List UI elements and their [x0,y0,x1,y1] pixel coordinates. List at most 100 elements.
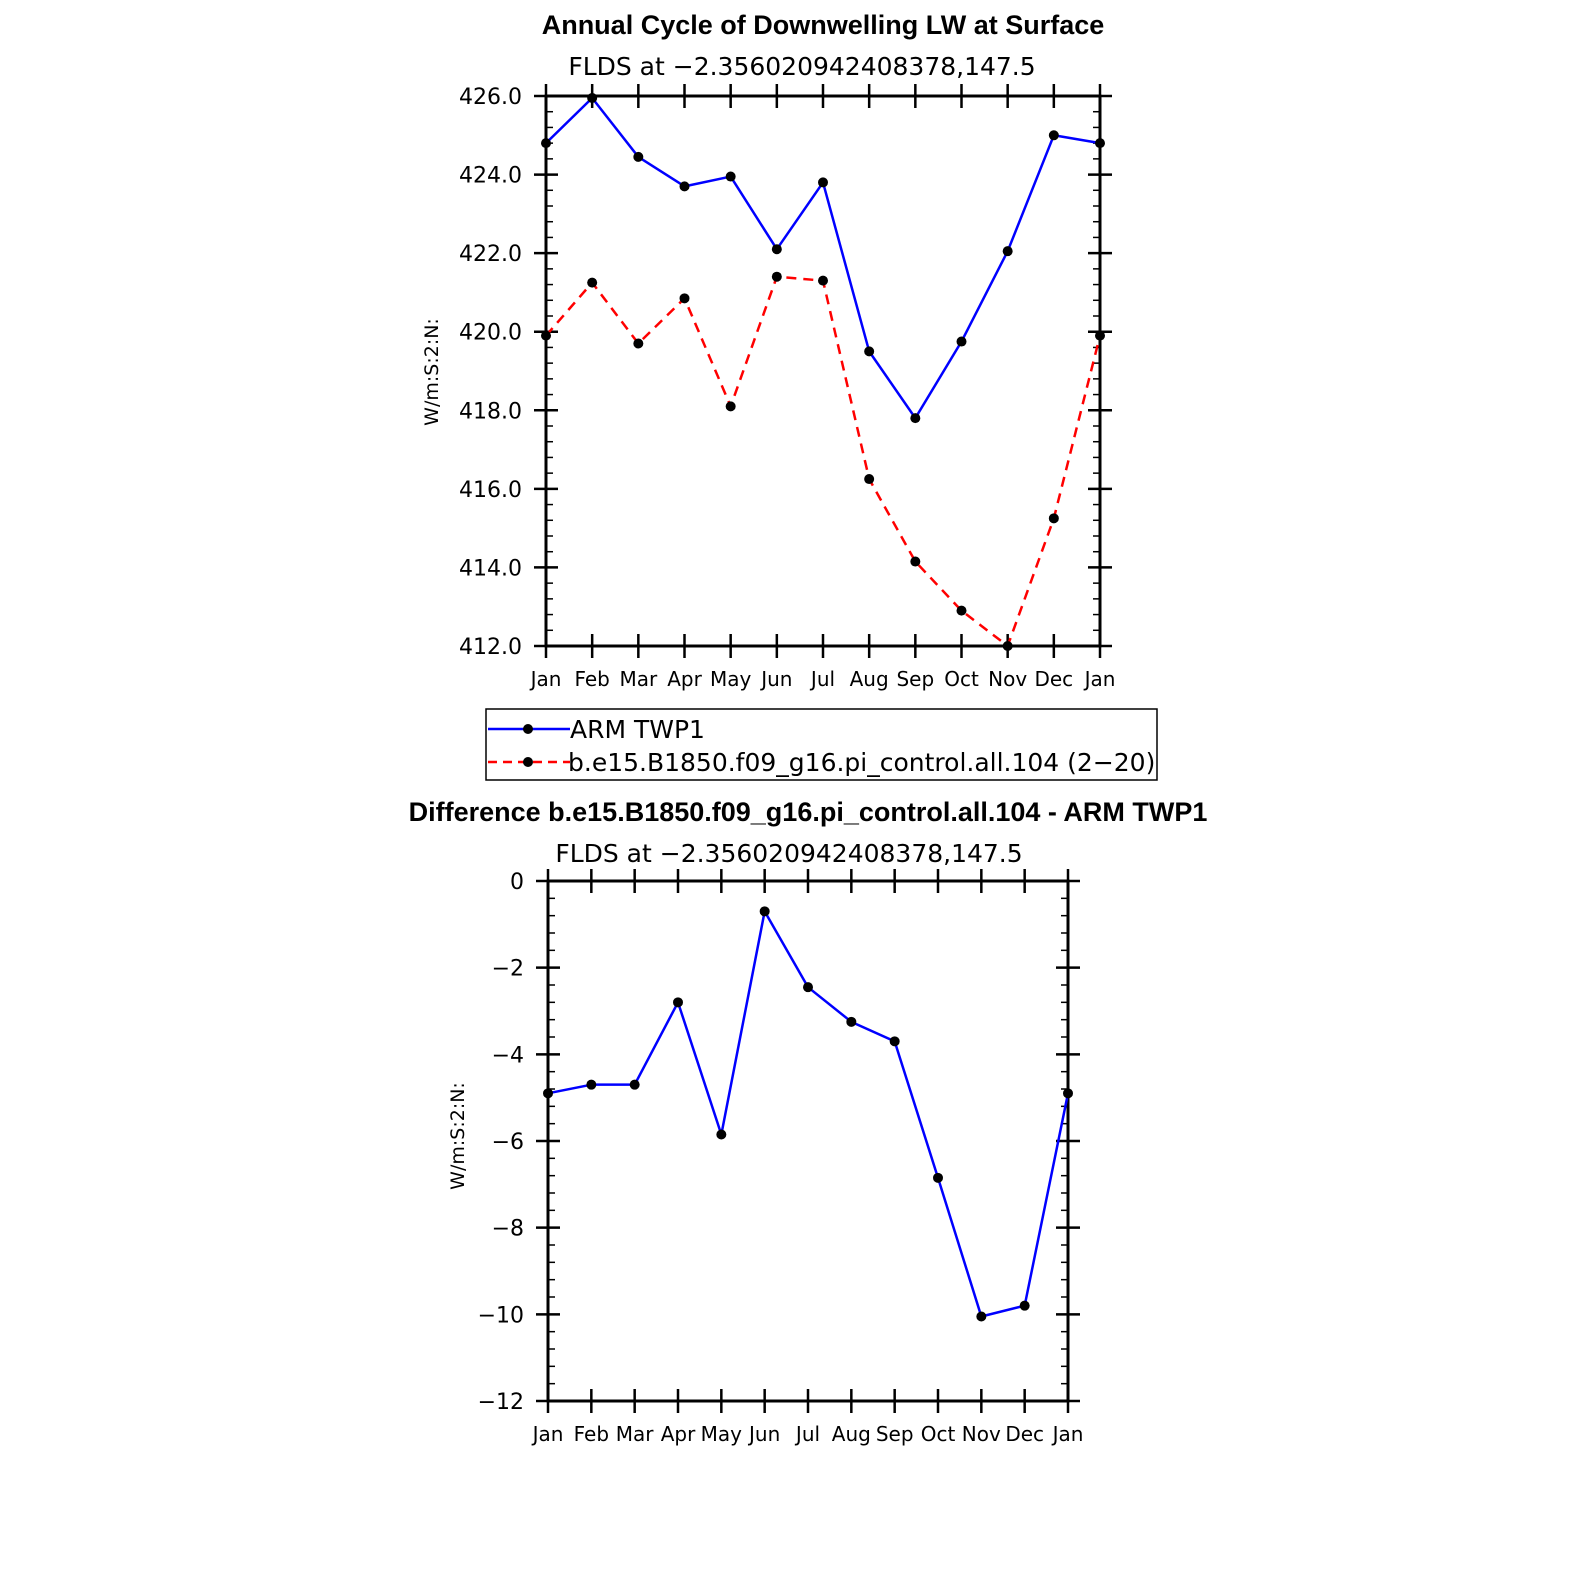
data-point [1019,1300,1030,1311]
x-tick-label: May [701,1422,743,1446]
top-chart: Annual Cycle of Downwelling LW at Surfac… [421,10,1115,691]
legend: ARM TWP1 b.e15.B1850.f09_g16.pi_control.… [485,708,1158,781]
top-chart-ylabel: W/m:S:2:N: [421,318,443,426]
data-point [1002,246,1013,257]
data-point [679,293,690,304]
data-point [629,1079,640,1090]
data-point [673,997,683,1008]
data-point [803,982,813,993]
data-point [864,346,875,357]
data-point [716,1129,727,1140]
x-tick-label: Mar [619,667,658,691]
y-tick-label: −10 [478,1303,524,1328]
y-tick-label: 422.0 [459,242,522,267]
data-point [1095,330,1105,341]
bottom-chart-ylabel: W/m:S:2:N: [447,1082,469,1190]
y-tick-label: 424.0 [459,164,522,189]
data-point [1048,513,1059,524]
y-tick-label: −2 [492,957,524,982]
bottom-chart: Difference b.e15.B1850.f09_g16.pi_contro… [409,797,1208,1446]
x-tick-label: Jul [809,667,835,691]
data-point [1048,130,1059,141]
y-tick-label: −8 [492,1217,524,1242]
y-tick-label: 414.0 [459,556,522,581]
top-chart-axes: 412.0 414.0 416.0 418.0 420.0 422.0 424.0 426.0… [459,84,1115,691]
data-point [587,92,598,103]
bottom-chart-series [543,906,1073,1322]
x-tick-label: Jun [747,1422,780,1446]
data-point [956,605,967,616]
x-tick-label: Sep [896,667,934,691]
bottom-chart-title: Difference b.e15.B1850.f09_g16.pi_contro… [409,797,1208,827]
data-point [864,474,875,485]
data-point [725,401,736,412]
data-point [1063,1088,1073,1099]
data-point [759,906,770,917]
data-point [586,1079,597,1090]
x-tick-label: Sep [876,1422,914,1446]
x-tick-label: Dec [1034,667,1073,691]
data-point [818,275,828,286]
x-tick-label: Jan [531,1422,564,1446]
data-point [771,244,782,255]
series-line-0 [545,96,1101,420]
top-chart-title: Annual Cycle of Downwelling LW at Surfac… [542,10,1105,40]
legend-label-model: b.e15.B1850.f09_g16.pi_control.all.104 (… [568,748,1155,777]
data-point [541,138,551,149]
x-tick-label: Aug [832,1422,871,1446]
x-tick-label: Jan [529,667,562,691]
top-chart-series [541,92,1105,651]
series-line-0 [547,910,1070,1318]
bottom-chart-axes: −12 −10 −8 −6 −4 −2 0 Jan Feb Mar Apr May Jun Jul Aug S… [478,869,1084,1446]
data-point [818,177,828,188]
bottom-chart-subtitle: FLDS at −2.356020942408378,147.5 [555,839,1022,868]
data-point [543,1088,553,1099]
series-line-1 [545,275,1102,648]
y-tick-label: 412.0 [459,635,522,660]
top-chart-subtitle: FLDS at −2.356020942408378,147.5 [568,52,1035,81]
data-point [633,151,644,162]
x-tick-label: Nov [962,1422,1001,1446]
data-point [1002,641,1013,651]
x-tick-label: Apr [661,1422,696,1446]
y-tick-label: 418.0 [459,399,522,424]
x-tick-label: Dec [1005,1422,1044,1446]
data-point [846,1016,857,1027]
legend-marker-arm [523,724,533,734]
data-point [541,330,551,341]
plot-frame [546,879,1070,1403]
y-tick-label: 426.0 [459,85,522,110]
y-tick-label: 420.0 [459,321,522,346]
x-tick-label: Mar [616,1422,655,1446]
x-tick-label: Jul [794,1422,820,1446]
y-tick-label: 0 [510,870,524,895]
data-point [587,277,598,288]
data-point [679,181,690,192]
data-point [889,1036,900,1047]
data-point [933,1172,943,1183]
x-tick-label: Jun [759,667,792,691]
x-tick-label: May [710,667,752,691]
legend-box [485,708,1158,781]
data-point [910,556,921,567]
data-point [725,171,736,182]
y-tick-label: −6 [492,1130,524,1155]
y-tick-label: −12 [478,1390,524,1415]
data-point [1095,138,1105,149]
y-tick-label: 416.0 [459,478,522,503]
legend-label-arm: ARM TWP1 [570,715,705,744]
data-point [910,413,921,424]
legend-marker-model [523,757,533,767]
y-tick-label: −4 [492,1043,524,1068]
x-tick-label: Oct [944,667,979,691]
x-tick-label: Jan [1051,1422,1084,1446]
data-point [976,1311,987,1322]
x-tick-label: Nov [988,667,1027,691]
x-tick-label: Aug [850,667,889,691]
data-point [956,336,967,347]
x-tick-label: Feb [574,667,609,691]
data-point [771,271,782,282]
x-tick-label: Jan [1083,667,1116,691]
data-point [633,338,644,349]
